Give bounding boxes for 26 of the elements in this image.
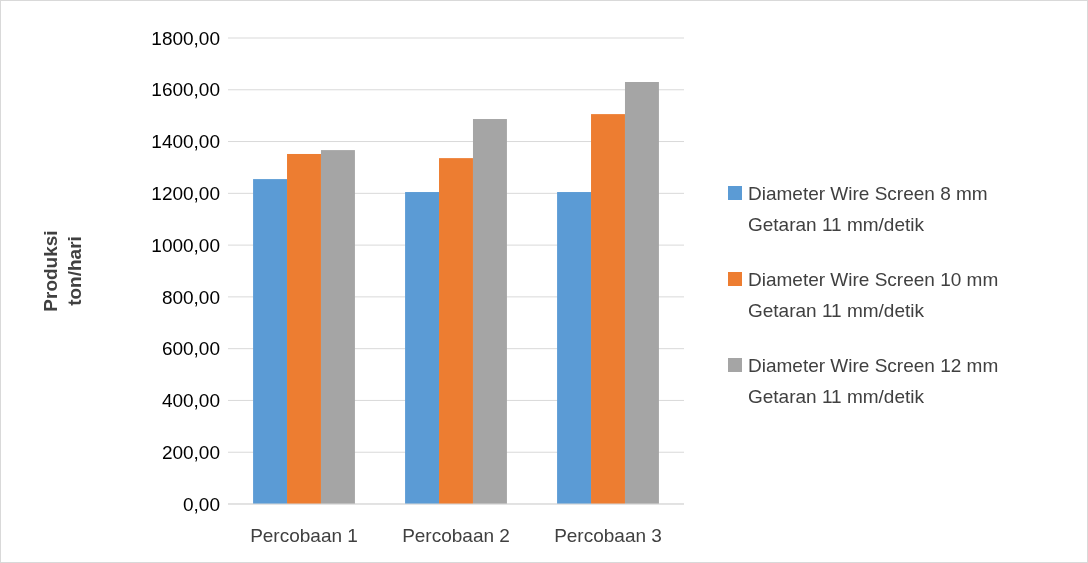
y-tick-label: 1000,00 <box>151 234 220 256</box>
y-tick-label: 800,00 <box>161 286 220 308</box>
bar <box>591 114 625 504</box>
bar <box>624 82 659 504</box>
x-tick-label: Percobaan 3 <box>554 525 662 546</box>
bar <box>320 150 355 504</box>
y-tick-label: 600,00 <box>161 338 220 360</box>
x-tick-label: Percobaan 1 <box>250 525 358 546</box>
y-tick-label: 200,00 <box>161 441 220 463</box>
bar <box>557 192 592 504</box>
bar <box>287 153 321 504</box>
y-axis-title: Produksi ton/hari <box>40 230 85 312</box>
bar <box>439 158 473 504</box>
y-tick-label: 0,00 <box>183 493 220 515</box>
bar <box>472 119 507 504</box>
y-tick-label: 1800,00 <box>151 27 220 49</box>
bar <box>253 179 288 504</box>
y-tick-label: 1200,00 <box>151 182 220 204</box>
bar <box>405 192 440 504</box>
y-tick-label: 400,00 <box>161 390 220 412</box>
y-tick-label: 1400,00 <box>151 131 220 153</box>
legend-label: Diameter Wire Screen 10 mm Getaran 11 mm/detik <box>748 268 999 321</box>
legend-label: Diameter Wire Screen 12 mm Getaran 11 mm/detik <box>748 354 999 407</box>
x-tick-label: Percobaan 2 <box>402 525 510 546</box>
y-tick-label: 1600,00 <box>151 79 220 101</box>
legend-label: Diameter Wire Screen 8 mm Getaran 11 mm/detik <box>748 182 988 235</box>
